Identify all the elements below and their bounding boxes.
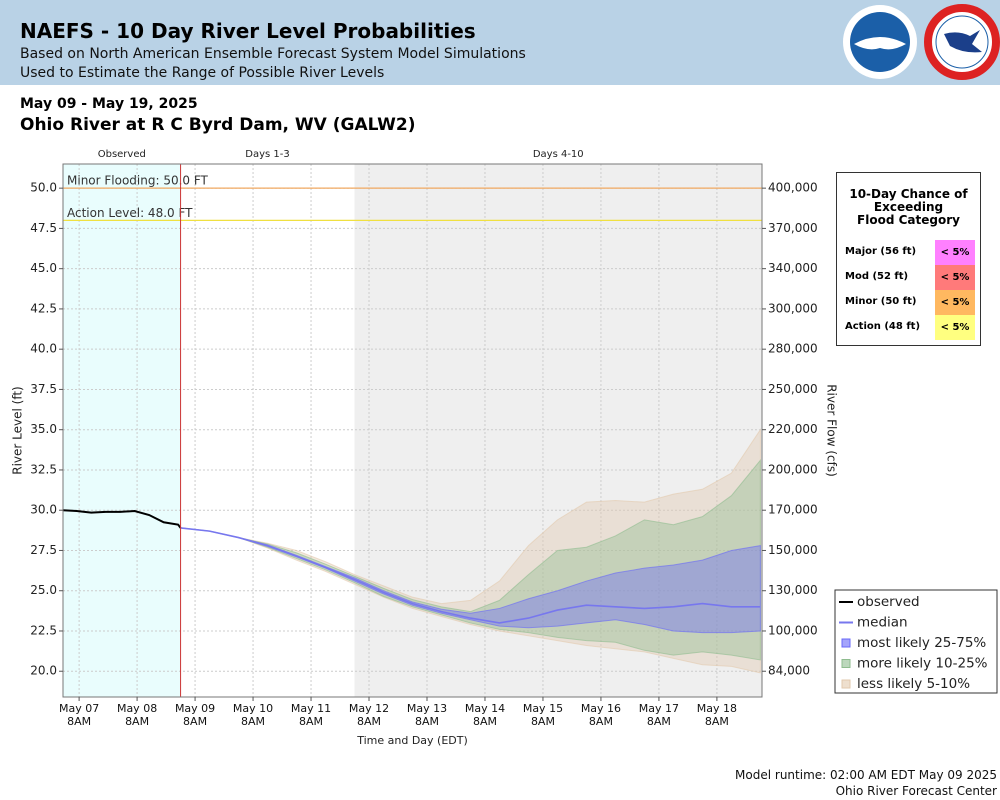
date-range: May 09 - May 19, 2025 (20, 96, 198, 112)
subtitle: Based on North American Ensemble Forecas… (20, 46, 526, 62)
y2-tick-label: 340,000 (768, 261, 818, 275)
forecast-center: Ohio River Forecast Center (835, 784, 997, 798)
y-tick-label: 47.5 (30, 221, 57, 235)
nws-logo (924, 4, 1000, 80)
threshold-label: Minor Flooding: 50.0 FT (67, 174, 209, 188)
x-tick-label: May 16 8AM (580, 702, 622, 728)
y-tick-label: 42.5 (30, 301, 57, 315)
x-tick-label: May 15 8AM (522, 702, 564, 728)
logos (843, 4, 1000, 80)
legend-swatch (841, 638, 851, 648)
x-tick-label: May 09 8AM (174, 702, 216, 728)
x-tick-label: May 13 8AM (406, 702, 448, 728)
y2-axis-label: River Flow (cfs) (825, 384, 839, 477)
y2-tick-label: 250,000 (768, 382, 818, 396)
x-tick-label: May 11 8AM (290, 702, 332, 728)
y-tick-label: 35.0 (30, 422, 57, 436)
legend-label: more likely 10-25% (857, 656, 988, 672)
x-tick-label: May 14 8AM (464, 702, 506, 728)
y-tick-label: 50.0 (30, 181, 57, 195)
legend-swatch (841, 659, 851, 668)
y-tick-label: 37.5 (30, 382, 57, 396)
y-tick-label: 20.0 (30, 664, 57, 678)
chance-row: Major (56 ft) < 5% (837, 240, 980, 265)
x-tick-label: May 07 8AM (58, 702, 100, 728)
legend-label: less likely 5-10% (857, 676, 970, 692)
y2-tick-label: 130,000 (768, 583, 818, 597)
legend: observed median most likely 25-75% more lik… (834, 589, 998, 694)
y-tick-label: 32.5 (30, 462, 57, 476)
chance-category: Major (56 ft) (845, 246, 917, 257)
y2-tick-label: 100,000 (768, 623, 818, 637)
region (180, 164, 355, 697)
chance-row: Minor (50 ft) < 5% (837, 290, 980, 315)
x-tick-label: May 17 8AM (638, 702, 680, 728)
chance-value: < 5% (935, 315, 975, 340)
y2-tick-label: 84,000 (768, 664, 810, 678)
y2-tick-label: 150,000 (768, 543, 818, 557)
series-line (180, 527, 761, 624)
x-tick-label: May 12 8AM (348, 702, 390, 728)
y-tick-label: 22.5 (30, 623, 57, 637)
threshold-label: Action Level: 48.0 FT (67, 206, 193, 220)
chance-value: < 5% (935, 240, 975, 265)
chance-value: < 5% (935, 290, 975, 315)
header: NAEFS - 10 Day River Level Probabilities… (0, 0, 1000, 85)
region-label: Days 1-3 (245, 149, 289, 160)
y2-tick-label: 200,000 (768, 462, 818, 476)
chance-title: 10-Day Chance of Exceeding Flood Categor… (849, 187, 968, 227)
noaa-bird (854, 37, 906, 50)
region (63, 164, 181, 697)
y-tick-label: 25.0 (30, 583, 57, 597)
x-tick-label: May 08 8AM (116, 702, 158, 728)
legend-label: observed (857, 594, 920, 610)
chart-title: Ohio River at R C Byrd Dam, WV (GALW2) (20, 115, 416, 135)
runtime: Model runtime: 02:00 AM EDT May 09 2025 (735, 768, 997, 782)
y-axis-label: River Level (ft) (11, 386, 25, 474)
legend-swatch (841, 679, 851, 689)
chance-value: < 5% (935, 265, 975, 290)
page-title: NAEFS - 10 Day River Level Probabilities (20, 19, 476, 43)
y2-tick-label: 170,000 (768, 503, 818, 517)
region-label: Days 4-10 (533, 149, 584, 160)
legend-box (834, 589, 998, 694)
y-tick-label: 30.0 (30, 503, 57, 517)
series-line (62, 509, 182, 529)
chance-table: 10-Day Chance of Exceeding Flood Categor… (836, 172, 981, 346)
subtitle: Used to Estimate the Range of Possible R… (20, 65, 385, 81)
legend-label: most likely 25-75% (857, 635, 986, 651)
y2-tick-label: 400,000 (768, 181, 818, 195)
chance-row: Action (48 ft) < 5% (837, 315, 980, 340)
x-tick-label: May 10 8AM (232, 702, 274, 728)
x-tick-label: May 18 8AM (696, 702, 738, 728)
y-tick-label: 45.0 (30, 261, 57, 275)
nws-cloud (944, 30, 982, 53)
region-label: Observed (98, 149, 146, 160)
y-tick-label: 27.5 (30, 543, 57, 557)
plot-frame (62, 163, 763, 698)
chance-row: Mod (52 ft) < 5% (837, 265, 980, 290)
y2-tick-label: 220,000 (768, 422, 818, 436)
legend-label: median (857, 615, 908, 631)
chance-category: Action (48 ft) (845, 321, 921, 332)
y2-tick-label: 300,000 (768, 301, 818, 315)
chance-category: Mod (52 ft) (845, 271, 909, 282)
y2-tick-label: 370,000 (768, 221, 818, 235)
chance-category: Minor (50 ft) (845, 296, 917, 307)
x-axis-label: Time and Day (EDT) (356, 734, 468, 747)
y2-tick-label: 280,000 (768, 342, 818, 356)
y-tick-label: 40.0 (30, 342, 57, 356)
